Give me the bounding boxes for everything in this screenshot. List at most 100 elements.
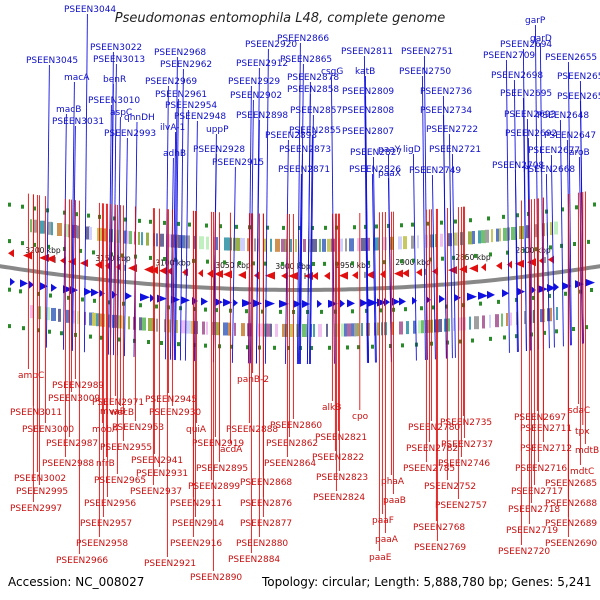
reverse-gene-label: PSEEN2864 bbox=[264, 459, 316, 469]
reverse-gene-label: PSEEN2916 bbox=[170, 539, 222, 549]
forward-label-leader bbox=[578, 156, 583, 344]
cog-block bbox=[374, 237, 378, 251]
forward-gene-label: PSEEN3045 bbox=[26, 56, 78, 66]
forward-gene-label: PSEEN2655 bbox=[545, 53, 597, 63]
forward-label-leader bbox=[421, 75, 426, 361]
cog-block bbox=[430, 234, 434, 248]
feature-dot bbox=[320, 309, 323, 314]
reverse-gene-arrow bbox=[39, 253, 49, 262]
reverse-gene-label: PSEEN2785 bbox=[403, 464, 455, 474]
forward-label-leader bbox=[45, 64, 50, 348]
reverse-gene-label: ampC bbox=[18, 371, 44, 381]
forward-gene-label: PSEEN2857 bbox=[290, 106, 342, 116]
cog-block bbox=[327, 238, 332, 252]
reverse-gene-label: PSEEN2888 bbox=[226, 425, 278, 435]
feature-dot bbox=[555, 329, 558, 334]
reverse-gene-arrow bbox=[167, 267, 172, 276]
forward-gene-label: benR bbox=[103, 75, 126, 85]
forward-gene-arrow bbox=[20, 279, 28, 288]
reverse-gene-label: PSEEN2711 bbox=[520, 424, 572, 434]
forward-gene-arrow bbox=[181, 296, 190, 305]
forward-gene-label: PSEEN2809 bbox=[342, 87, 394, 97]
cog-block bbox=[550, 307, 552, 321]
cog-block bbox=[413, 320, 416, 334]
feature-dot bbox=[489, 336, 492, 341]
cog-block bbox=[338, 238, 343, 252]
reverse-gene-arrow bbox=[366, 270, 374, 279]
feature-dot bbox=[282, 225, 285, 230]
forward-gene-arrow bbox=[585, 278, 595, 287]
forward-gene-arrow bbox=[112, 290, 117, 299]
reverse-gene-label: mobA bbox=[92, 425, 119, 435]
reverse-gene-label: mdtC bbox=[570, 467, 594, 477]
feature-dot bbox=[79, 248, 82, 253]
forward-label-leader bbox=[298, 153, 303, 365]
feature-dot bbox=[281, 261, 284, 266]
cog-block bbox=[418, 320, 421, 334]
forward-label-leader bbox=[364, 135, 369, 363]
forward-gene-arrow bbox=[125, 291, 132, 300]
cog-block bbox=[285, 238, 287, 252]
cog-block bbox=[72, 224, 77, 238]
forward-gene-arrow bbox=[223, 298, 232, 307]
feature-dot bbox=[235, 224, 238, 229]
cog-block bbox=[391, 321, 394, 335]
forward-gene-arrow bbox=[201, 297, 208, 306]
cog-block bbox=[186, 320, 191, 334]
reverse-gene-label: tpx bbox=[575, 427, 590, 437]
forward-label-leader bbox=[71, 125, 76, 351]
reverse-gene-label: PSEEN2737 bbox=[441, 440, 493, 450]
cog-block bbox=[472, 231, 475, 245]
forward-gene-arrow bbox=[562, 281, 571, 290]
feature-dot bbox=[474, 253, 477, 258]
feature-dot bbox=[8, 287, 11, 292]
reverse-gene-label: PSEEN2884 bbox=[228, 555, 280, 565]
feature-dot bbox=[49, 293, 52, 298]
cog-block bbox=[489, 314, 491, 328]
feature-dot bbox=[489, 252, 492, 257]
forward-gene-label: PSEEN3013 bbox=[93, 55, 145, 65]
reverse-gene-label: PSEEN2890 bbox=[190, 573, 242, 583]
forward-gene-arrow bbox=[412, 296, 417, 305]
forward-gene-arrow bbox=[399, 297, 406, 306]
reverse-gene-label: sdaC bbox=[568, 406, 590, 416]
feature-dot bbox=[147, 340, 150, 345]
forward-gene-label: PSEEN2653 bbox=[557, 72, 600, 82]
reverse-gene-arrow bbox=[144, 265, 153, 274]
cog-block bbox=[139, 317, 142, 331]
cog-block bbox=[347, 323, 351, 337]
forward-gene-arrow bbox=[29, 280, 34, 289]
feature-dot bbox=[312, 261, 315, 266]
forward-gene-label: PSEEN2928 bbox=[193, 145, 245, 155]
reverse-gene-arrow bbox=[352, 271, 358, 280]
forward-gene-arrow bbox=[10, 277, 15, 286]
reverse-gene-label: PSEEN2919 bbox=[192, 439, 244, 449]
cog-block bbox=[357, 238, 361, 252]
feature-dot bbox=[149, 219, 152, 224]
feature-dot bbox=[459, 339, 462, 344]
forward-label-leader bbox=[566, 139, 571, 346]
feature-dot bbox=[118, 337, 121, 342]
cog-block bbox=[193, 235, 196, 249]
cog-block bbox=[92, 312, 96, 326]
reverse-gene-label: PSEEN2757 bbox=[435, 501, 487, 511]
forward-gene-label: PSEEN2694 bbox=[500, 40, 552, 50]
feature-dot bbox=[89, 334, 92, 339]
feature-dot bbox=[139, 303, 142, 308]
forward-gene-arrow bbox=[91, 288, 99, 297]
forward-gene-label: adhB bbox=[163, 149, 186, 159]
scale-tick-label: 3150 kbp bbox=[95, 254, 131, 263]
feature-dot bbox=[429, 257, 432, 262]
reverse-gene-label: PSEEN2717 bbox=[511, 487, 563, 497]
cog-block bbox=[112, 314, 117, 328]
forward-gene-label: PSEEN2871 bbox=[278, 165, 330, 175]
reverse-gene-label: PSEEN2876 bbox=[240, 499, 292, 509]
reverse-gene-label: PSEEN2895 bbox=[196, 464, 248, 474]
feature-dot bbox=[163, 220, 166, 225]
feature-dot bbox=[353, 225, 356, 230]
cog-block bbox=[89, 312, 94, 326]
feature-dot bbox=[454, 219, 457, 224]
forward-gene-label: garD bbox=[530, 34, 552, 44]
forward-gene-label: PSEEN2855 bbox=[289, 126, 341, 136]
forward-label-leader bbox=[534, 24, 539, 350]
